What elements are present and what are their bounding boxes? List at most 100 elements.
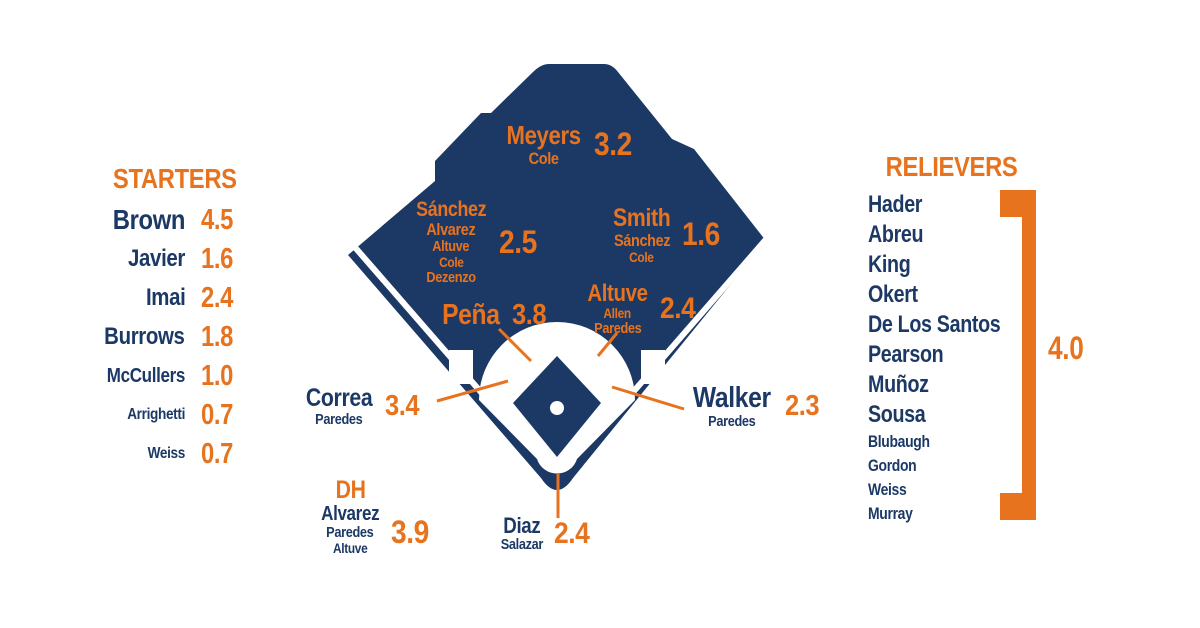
position-code: DH <box>335 476 366 504</box>
starter-name: Burrows <box>104 323 186 351</box>
ss-leader-line <box>497 327 533 363</box>
pos-3b-war: 3.4 <box>385 389 420 422</box>
pos-rf-war: 1.6 <box>682 216 721 253</box>
pos-1b-war: 2.3 <box>784 389 820 422</box>
reliever-row: Hader <box>868 190 1128 220</box>
reliever-row: Abreu <box>868 220 1128 250</box>
reliever-name: Sousa <box>868 400 926 428</box>
player-name: Smith <box>613 204 671 232</box>
pos-rf-label: Smith Sánchez Cole 1.6 <box>608 205 725 264</box>
player-name: Sánchez <box>416 198 487 221</box>
reliever-row: King <box>868 250 1128 280</box>
starter-value: 1.6 <box>201 242 234 275</box>
pos-cf-label: Meyers Cole 3.2 <box>500 120 637 168</box>
reliever-row: Weiss <box>868 478 1128 502</box>
pitcher-mound <box>550 401 564 415</box>
player-name: Salazar <box>500 536 544 554</box>
pos-lf-war: 2.5 <box>499 223 538 260</box>
reliever-row: De Los Santos <box>868 310 1128 340</box>
starter-name: Javier <box>128 245 185 273</box>
player-name: Paredes <box>326 523 375 541</box>
reliever-name: King <box>868 250 911 278</box>
starter-row: Brown 4.5 <box>85 201 265 240</box>
pos-2b-war: 2.4 <box>659 292 696 326</box>
starter-value: 1.8 <box>201 320 234 353</box>
player-name: Altuve <box>587 280 648 307</box>
reliever-name: Blubaugh <box>868 431 930 451</box>
pos-dh-label: DH Alvarez Paredes Altuve 3.9 <box>316 477 434 555</box>
player-name: Cole <box>528 148 559 168</box>
reliever-row: Okert <box>868 280 1128 310</box>
panel-starters: STARTERS Brown 4.5 Javier 1.6 Imai 2.4 B… <box>85 163 265 474</box>
player-name: Alvarez <box>321 502 380 525</box>
reliever-name: Hader <box>868 190 923 218</box>
player-name: Cole <box>438 254 464 271</box>
pos-3b-label: Correa Paredes 3.4 <box>300 385 424 427</box>
pos-1b-label: Walker Paredes 2.3 <box>686 383 823 430</box>
player-name: Allen <box>603 305 632 322</box>
player-name: Altuve <box>333 539 368 556</box>
starter-row: Imai 2.4 <box>85 279 265 318</box>
reliever-row: Blubaugh <box>868 430 1128 454</box>
pos-lf-label: Sánchez Alvarez Altuve Cole Dezenzo 2.5 <box>410 198 542 286</box>
outfield-shape <box>348 64 766 490</box>
reliever-row: Pearson <box>868 340 1128 370</box>
reliever-name: Pearson <box>868 340 944 368</box>
starter-row: Javier 1.6 <box>85 240 265 279</box>
reliever-name: Abreu <box>868 220 924 248</box>
player-name: Peña <box>442 299 500 332</box>
starter-value: 1.0 <box>201 359 234 392</box>
reliever-row: Sousa <box>868 400 1128 430</box>
relievers-title: RELIEVERS <box>886 151 1018 182</box>
player-name: Altuve <box>432 238 470 256</box>
reliever-name: Murray <box>868 503 913 523</box>
player-name: Walker <box>692 382 771 414</box>
starter-value: 2.4 <box>201 281 234 314</box>
reliever-name: Muñoz <box>868 370 929 398</box>
reliever-name: Okert <box>868 280 918 308</box>
reliever-row: Murray <box>868 502 1128 526</box>
starter-name: Arrighetti <box>127 406 185 424</box>
pos-ss-war: 3.8 <box>511 299 547 331</box>
third-base-leader-line <box>436 379 509 403</box>
starter-name: McCullers <box>106 364 186 387</box>
reliever-row: Muñoz <box>868 370 1128 400</box>
player-name: Cole <box>629 248 655 265</box>
starter-name: Brown <box>112 204 186 236</box>
starter-value: 4.5 <box>201 203 234 236</box>
left-dugout-notch <box>449 350 473 384</box>
pos-cf-war: 3.2 <box>594 126 633 163</box>
reliever-row: Gordon <box>868 454 1128 478</box>
player-name: Paredes <box>593 320 642 338</box>
starter-row: McCullers 1.0 <box>85 357 265 396</box>
pos-c-war: 2.4 <box>553 516 590 550</box>
starter-row: Weiss 0.7 <box>85 435 265 474</box>
player-name: Paredes <box>315 410 363 428</box>
pos-c-label: Diaz Salazar 2.4 <box>497 514 594 553</box>
relievers-bracket <box>1000 190 1036 520</box>
player-name: Sánchez <box>613 230 671 250</box>
starter-row: Arrighetti 0.7 <box>85 396 265 435</box>
starter-name: Imai <box>145 284 186 312</box>
starter-value: 0.7 <box>201 437 234 470</box>
pos-2b-label: Altuve Allen Paredes 2.4 <box>582 281 700 337</box>
player-name: Meyers <box>506 120 581 150</box>
starter-row: Burrows 1.8 <box>85 318 265 357</box>
player-name: Alvarez <box>426 220 476 240</box>
relievers-total-value: 4.0 <box>1048 330 1084 366</box>
starters-title: STARTERS <box>113 163 237 194</box>
panel-relievers: RELIEVERS Hader Abreu King Okert De Los … <box>868 151 1128 526</box>
reliever-name: De Los Santos <box>868 310 1001 338</box>
player-name: Dezenzo <box>426 268 477 286</box>
player-name: Correa <box>305 384 373 412</box>
reliever-name: Gordon <box>868 455 917 475</box>
second-base-leader-line <box>596 332 619 357</box>
pos-dh-war: 3.9 <box>391 513 430 550</box>
player-name: Diaz <box>503 513 541 538</box>
reliever-name: Weiss <box>868 479 907 499</box>
starter-value: 0.7 <box>201 398 234 431</box>
right-dugout-notch <box>641 350 665 384</box>
starter-name: Weiss <box>147 445 186 463</box>
